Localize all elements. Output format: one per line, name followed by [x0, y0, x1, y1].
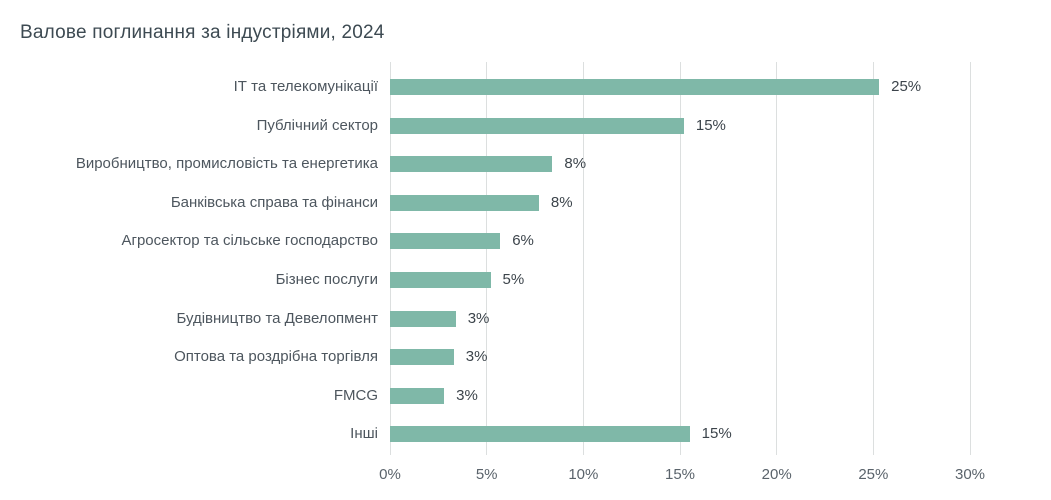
bar-6: [390, 272, 491, 288]
value-label: 3%: [465, 348, 488, 366]
category-label: Інші: [350, 425, 378, 443]
category-label: Будівництво та Девелопмент: [176, 309, 378, 327]
category-label: Оптова та роздрібна торгівля: [174, 348, 378, 366]
value-label: 6%: [512, 232, 534, 250]
x-axis-tick-label: 30%: [954, 466, 986, 483]
category-label: FMCG: [333, 386, 378, 404]
gridline-15%: [679, 62, 681, 455]
category-label: Бізнес послуги: [275, 271, 378, 288]
value-label: 15%: [701, 425, 732, 443]
category-label: Банківська справа та фінанси: [170, 193, 378, 211]
bar-4: [390, 194, 539, 211]
gridline-30%: [969, 62, 971, 455]
bar-2: [390, 117, 684, 134]
gridline-25%: [872, 62, 874, 455]
chart-title: Валове поглинання за індустріями, 2024: [20, 22, 385, 43]
x-axis-tick-label: 15%: [664, 466, 696, 483]
x-axis-tick-label: 5%: [475, 466, 498, 483]
x-axis-tick-label: 20%: [761, 466, 792, 483]
value-label: 25%: [891, 78, 922, 95]
gridline-0%: [389, 62, 391, 455]
x-axis-tick-label: 0%: [379, 466, 401, 483]
category-label: ІТ та телекомунікації: [233, 78, 378, 95]
value-label: 5%: [502, 271, 525, 288]
value-label: 8%: [564, 155, 587, 173]
gridline-20%: [776, 62, 778, 455]
x-axis-tick-label: 10%: [568, 466, 599, 483]
category-label: Публічний сектор: [256, 116, 378, 134]
x-axis-tick-label: 25%: [858, 466, 889, 483]
value-label: 3%: [456, 386, 478, 404]
bar-8: [390, 349, 454, 366]
bar-7: [390, 310, 456, 327]
value-label: 3%: [467, 309, 490, 327]
gridline-5%: [486, 62, 488, 455]
gridline-10%: [582, 62, 584, 455]
category-label: Агросектор та сільське господарство: [121, 232, 378, 250]
bar-5: [390, 233, 501, 250]
bar-1: [390, 79, 880, 95]
bar-9: [390, 387, 445, 404]
value-label: 15%: [695, 116, 726, 134]
value-label: 8%: [550, 193, 573, 211]
bar-3: [390, 156, 553, 173]
category-label: Виробництво, промисловість та енергетика: [75, 155, 378, 173]
bar-10: [390, 426, 690, 443]
